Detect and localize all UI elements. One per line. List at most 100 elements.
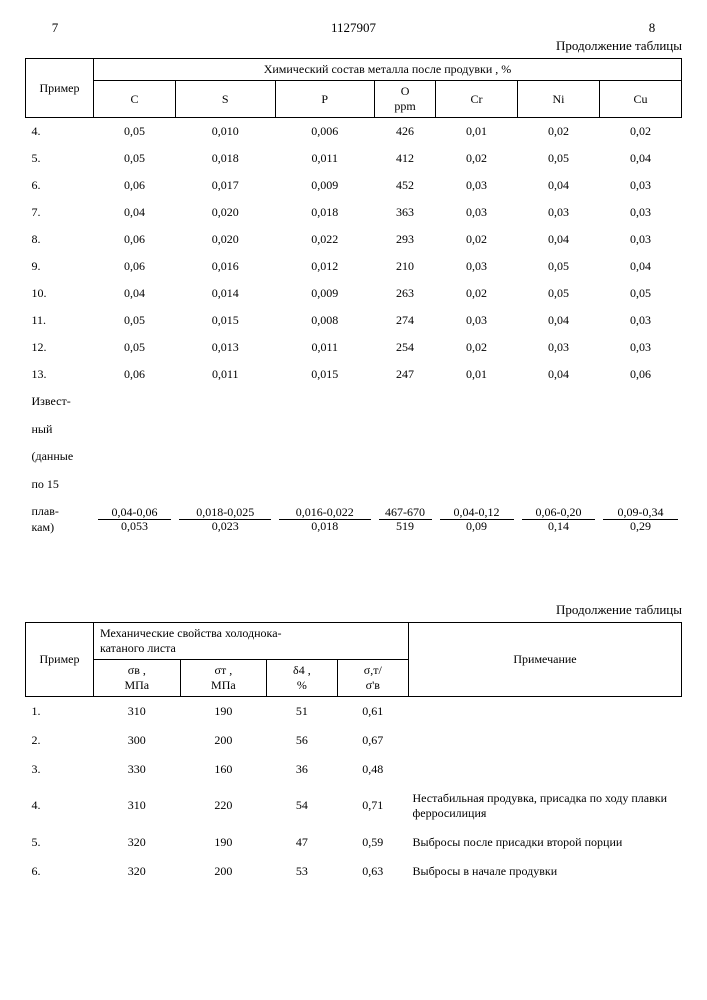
table-row: 1.310190510,61 (26, 696, 682, 726)
table-row: 11.0,050,0150,0082740,030,040,03 (26, 307, 682, 334)
table-row: 3.330160360,48 (26, 755, 682, 784)
cell-sb: 310 (94, 696, 181, 726)
row-label: 4. (26, 784, 94, 828)
col-group-header-2: Механические свойства холоднока- катаног… (94, 622, 409, 659)
col-d4: δ4 , % (267, 659, 337, 696)
row-label: 5. (26, 145, 94, 172)
cell-cu: 0,06 (599, 361, 681, 388)
known-label: Извест- (26, 388, 94, 416)
table-row: 8.0,060,0200,0222930,020,040,03 (26, 226, 682, 253)
cell-note (409, 755, 682, 784)
col-group-header: Химический состав металла после продувки… (94, 59, 682, 81)
fraction-cell: 0,018-0,0250,023 (175, 498, 275, 541)
cell-st: 190 (180, 828, 267, 857)
col-ni: Ni (518, 81, 600, 118)
cell-o: 263 (375, 280, 436, 307)
cell-s: 0,015 (175, 307, 275, 334)
cell-d4: 56 (267, 726, 337, 755)
continuation-label-2: Продолжение таблицы (25, 602, 682, 618)
row-label: 3. (26, 755, 94, 784)
cell-p: 0,018 (275, 199, 375, 226)
cell-p: 0,009 (275, 172, 375, 199)
cell-note: Нестабильная продувка, присадка по ходу … (409, 784, 682, 828)
cell-o: 293 (375, 226, 436, 253)
cell-sb: 330 (94, 755, 181, 784)
cell-ratio: 0,48 (337, 755, 408, 784)
page-right: 8 (622, 20, 682, 36)
cell-s: 0,017 (175, 172, 275, 199)
cell-p: 0,015 (275, 361, 375, 388)
row-label: 7. (26, 199, 94, 226)
col-cr: Cr (436, 81, 518, 118)
cell-ratio: 0,61 (337, 696, 408, 726)
cell-c: 0,04 (94, 199, 176, 226)
known-label: плав-кам) (26, 498, 94, 541)
cell-c: 0,05 (94, 118, 176, 146)
cell-o: 274 (375, 307, 436, 334)
table-row: 6.0,060,0170,0094520,030,040,03 (26, 172, 682, 199)
table-row: 7.0,040,0200,0183630,030,030,03 (26, 199, 682, 226)
cell-d4: 54 (267, 784, 337, 828)
cell-o: 247 (375, 361, 436, 388)
cell-ni: 0,04 (518, 361, 600, 388)
mechanical-properties-table: Пример Механические свойства холоднока- … (25, 622, 682, 886)
cell-cu: 0,03 (599, 199, 681, 226)
cell-s: 0,010 (175, 118, 275, 146)
cell-o: 412 (375, 145, 436, 172)
row-label: 5. (26, 828, 94, 857)
cell-sb: 310 (94, 784, 181, 828)
table-row: 6.320200530,63Выбросы в начале продувки (26, 857, 682, 886)
col-c: C (94, 81, 176, 118)
cell-cu: 0,03 (599, 172, 681, 199)
cell-cr: 0,02 (436, 226, 518, 253)
table-row: ный (26, 416, 682, 444)
cell-p: 0,009 (275, 280, 375, 307)
col-p: P (275, 81, 375, 118)
cell-c: 0,06 (94, 361, 176, 388)
table-row: 4.0,050,0100,0064260,010,020,02 (26, 118, 682, 146)
cell-s: 0,018 (175, 145, 275, 172)
row-label: 6. (26, 172, 94, 199)
cell-p: 0,008 (275, 307, 375, 334)
cell-c: 0,04 (94, 280, 176, 307)
cell-p: 0,012 (275, 253, 375, 280)
cell-st: 200 (180, 726, 267, 755)
cell-note: Выбросы в начале продувки (409, 857, 682, 886)
page-header: 7 1127907 8 (25, 20, 682, 36)
cell-p: 0,011 (275, 145, 375, 172)
cell-c: 0,05 (94, 145, 176, 172)
known-label: (данные (26, 443, 94, 471)
row-label: 9. (26, 253, 94, 280)
cell-o: 426 (375, 118, 436, 146)
cell-st: 160 (180, 755, 267, 784)
table-row: 5.0,050,0180,0114120,020,050,04 (26, 145, 682, 172)
fraction-cell: 0,04-0,060,053 (94, 498, 176, 541)
row-label: 11. (26, 307, 94, 334)
cell-cr: 0,01 (436, 361, 518, 388)
cell-s: 0,011 (175, 361, 275, 388)
cell-ratio: 0,71 (337, 784, 408, 828)
fraction-cell: 0,016-0,0220,018 (275, 498, 375, 541)
cell-o: 210 (375, 253, 436, 280)
cell-st: 190 (180, 696, 267, 726)
cell-c: 0,06 (94, 253, 176, 280)
cell-cu: 0,03 (599, 334, 681, 361)
cell-cu: 0,03 (599, 307, 681, 334)
cell-sb: 320 (94, 828, 181, 857)
table-row: по 15 (26, 471, 682, 499)
col-note: Примечание (409, 622, 682, 696)
cell-cr: 0,01 (436, 118, 518, 146)
row-label: 13. (26, 361, 94, 388)
col-st: σт , МПа (180, 659, 267, 696)
cell-st: 200 (180, 857, 267, 886)
table-row: 9.0,060,0160,0122100,030,050,04 (26, 253, 682, 280)
col-sb: σв , МПа (94, 659, 181, 696)
cell-s: 0,014 (175, 280, 275, 307)
cell-ni: 0,05 (518, 280, 600, 307)
cell-note: Выбросы после присадки второй порции (409, 828, 682, 857)
table-row: 4.310220540,71Нестабильная продувка, при… (26, 784, 682, 828)
cell-cr: 0,03 (436, 172, 518, 199)
continuation-label: Продолжение таблицы (25, 38, 682, 54)
cell-sb: 300 (94, 726, 181, 755)
row-label: 1. (26, 696, 94, 726)
